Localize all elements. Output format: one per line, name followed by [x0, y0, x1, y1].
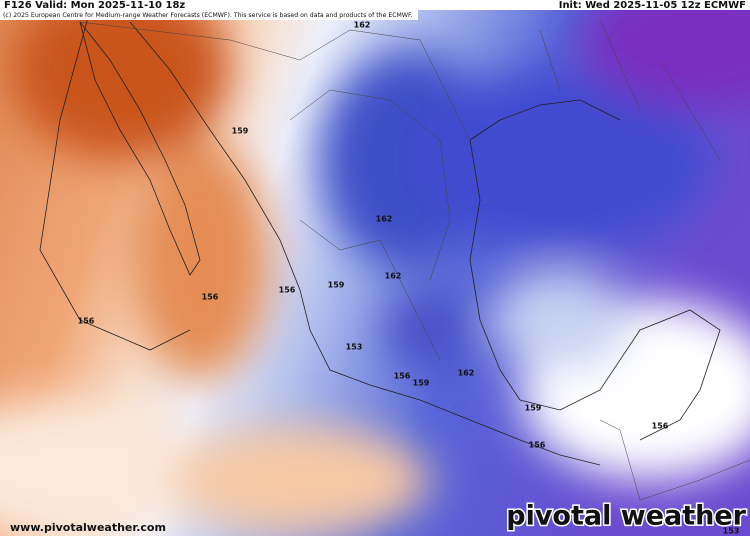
contour-label: 153: [723, 527, 740, 536]
borders: [79, 19, 750, 501]
us-mexico-border: [79, 21, 471, 141]
contour-label: 159: [328, 281, 345, 290]
cold-plateau: [385, 290, 475, 370]
site-url: www.pivotalweather.com: [10, 521, 166, 534]
pacific-coast: [129, 21, 601, 466]
logo: pivotal weather: [506, 501, 746, 532]
gulf-coast: [469, 139, 721, 441]
contour-label: 156: [202, 293, 219, 302]
country-border: [599, 419, 750, 501]
contour-label: 153: [346, 343, 363, 352]
contour-label: 159: [525, 404, 542, 413]
state-border: [289, 89, 451, 281]
contour-label: 156: [279, 286, 296, 295]
contour-label: 162: [385, 272, 402, 281]
purple-core: [580, 0, 750, 110]
contour-label: 162: [376, 215, 393, 224]
contour-label: 159: [413, 379, 430, 388]
cold-gulf: [410, 70, 710, 250]
contour-label: 156: [652, 422, 669, 431]
light-area: [0, 400, 200, 536]
baja-peninsula: [79, 21, 201, 276]
offshore-contour: [39, 9, 191, 351]
contour-label: 159: [232, 127, 249, 136]
warm-core: [10, 0, 230, 160]
init-time: Init: Wed 2025-11-05 12z ECMWF: [559, 0, 746, 11]
contour-label: 156: [529, 441, 546, 450]
contour-label: 156: [78, 317, 95, 326]
us-gulf-coast: [469, 99, 621, 141]
coastlines: [39, 9, 721, 466]
contour-label: 162: [354, 21, 371, 30]
header-bar: [0, 0, 750, 10]
credit-box: [0, 10, 418, 20]
warm-south: [170, 425, 430, 535]
state-border: [539, 19, 721, 161]
credit: (c) 2025 European Centre for Medium-rang…: [3, 12, 413, 19]
contour-label: 162: [458, 369, 475, 378]
contour-label: 156: [394, 372, 411, 381]
gulf-light: [490, 270, 630, 370]
contour-labels: 162 159 162 162 159 156 156 156 153 162 …: [78, 21, 740, 536]
valid-time: F126 Valid: Mon 2025-11-10 18z: [4, 0, 185, 11]
state-border: [299, 219, 441, 361]
